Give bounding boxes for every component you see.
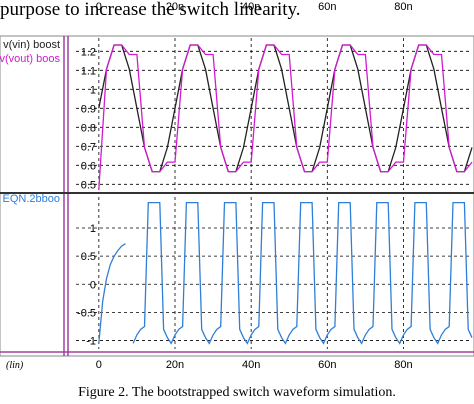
legend-label: v(vin) boost	[3, 39, 60, 51]
x-tick-label: 80n	[394, 1, 412, 13]
y-tick-label: -0.5	[77, 307, 96, 319]
x-tick-label: 40n	[242, 359, 260, 371]
x-tick-label: 20n	[166, 1, 184, 13]
x-tick-label: 20n	[166, 359, 184, 371]
x-tick-label: 0	[96, 359, 102, 371]
y-tick-label: 0.6	[81, 160, 96, 172]
legend-label: EQN.2bboo	[3, 193, 60, 205]
x-tick-label: 40n	[242, 1, 260, 13]
plot-window	[0, 35, 474, 357]
body-text: purpose to increase the switch linearity…	[0, 0, 301, 20]
y-tick-label: 1.2	[81, 46, 96, 58]
waveform	[98, 44, 473, 173]
caption: Figure 2. The bootstrapped switch wavefo…	[78, 385, 396, 400]
y-tick-label: 1	[90, 223, 96, 235]
y-tick-label: 0.7	[81, 141, 96, 153]
x-tick-label: 80n	[394, 359, 412, 371]
x-label: (lin)	[6, 360, 24, 371]
legend-label: v(vout) boos	[0, 53, 60, 65]
y-tick-label: 1	[90, 84, 96, 96]
y-tick-label: 0.5	[81, 251, 96, 263]
y-tick-label: 0.8	[81, 122, 96, 134]
waveform	[98, 201, 473, 345]
x-tick-label: 0	[96, 1, 102, 13]
y-tick-label: 0.9	[81, 103, 96, 115]
x-tick-label: 60n	[318, 1, 336, 13]
y-tick-label: -1	[86, 336, 96, 348]
y-tick-label: 1.1	[81, 65, 96, 77]
y-tick-label: 0.5	[81, 179, 96, 191]
x-tick-label: 60n	[318, 359, 336, 371]
waveform	[98, 44, 473, 191]
y-tick-label: 0	[90, 279, 96, 291]
